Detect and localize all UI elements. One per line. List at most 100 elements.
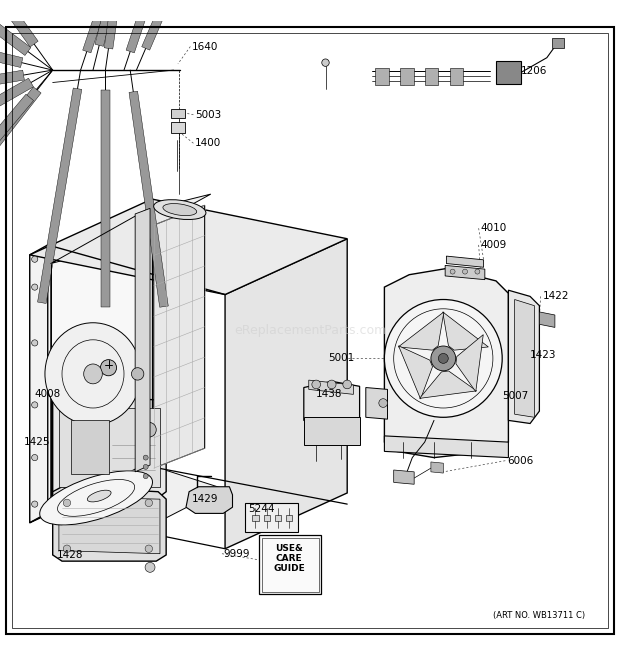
Polygon shape — [552, 38, 564, 48]
Circle shape — [32, 284, 38, 290]
Polygon shape — [0, 0, 31, 56]
Polygon shape — [154, 206, 205, 468]
Polygon shape — [264, 516, 270, 521]
Polygon shape — [515, 299, 534, 417]
Polygon shape — [59, 408, 160, 486]
Polygon shape — [53, 486, 166, 561]
Text: (ART NO. WB13711 C): (ART NO. WB13711 C) — [494, 611, 585, 620]
Polygon shape — [30, 245, 48, 523]
Polygon shape — [30, 255, 51, 523]
Polygon shape — [286, 516, 292, 521]
Polygon shape — [425, 67, 438, 85]
Text: 1422: 1422 — [542, 292, 569, 301]
Text: 1400: 1400 — [195, 138, 221, 148]
Polygon shape — [51, 464, 223, 536]
Polygon shape — [375, 67, 389, 85]
Circle shape — [32, 340, 38, 346]
Circle shape — [438, 354, 448, 364]
Polygon shape — [225, 239, 347, 549]
Circle shape — [450, 269, 455, 274]
Text: 4008: 4008 — [34, 389, 60, 399]
Text: GUIDE: GUIDE — [273, 564, 305, 573]
Polygon shape — [95, 0, 156, 46]
Text: 4010: 4010 — [480, 223, 507, 233]
Polygon shape — [0, 87, 41, 239]
Circle shape — [63, 545, 71, 553]
Circle shape — [431, 346, 456, 371]
Polygon shape — [304, 417, 360, 446]
Polygon shape — [309, 380, 353, 395]
Polygon shape — [398, 312, 444, 350]
Polygon shape — [245, 503, 298, 532]
Polygon shape — [51, 210, 146, 512]
Text: 6006: 6006 — [507, 455, 533, 466]
Text: 9999: 9999 — [223, 549, 250, 559]
Polygon shape — [394, 470, 414, 485]
Polygon shape — [51, 194, 211, 264]
Polygon shape — [252, 516, 259, 521]
Polygon shape — [445, 266, 485, 280]
Circle shape — [145, 545, 153, 553]
Circle shape — [32, 455, 38, 461]
Polygon shape — [496, 61, 521, 84]
Circle shape — [32, 402, 38, 408]
Circle shape — [312, 380, 321, 389]
Polygon shape — [275, 516, 281, 521]
Circle shape — [343, 380, 352, 389]
Polygon shape — [170, 122, 185, 134]
Circle shape — [141, 422, 156, 437]
Polygon shape — [126, 0, 203, 53]
Text: 5003: 5003 — [195, 110, 221, 120]
Text: USE&: USE& — [275, 544, 303, 553]
Circle shape — [143, 474, 148, 479]
Circle shape — [143, 465, 148, 469]
Polygon shape — [129, 91, 168, 307]
Circle shape — [63, 499, 71, 506]
Ellipse shape — [163, 204, 197, 215]
Polygon shape — [400, 67, 414, 85]
Circle shape — [379, 399, 388, 407]
Circle shape — [100, 360, 117, 375]
Polygon shape — [135, 208, 150, 472]
Circle shape — [143, 455, 148, 460]
Polygon shape — [30, 199, 347, 295]
Ellipse shape — [40, 471, 153, 525]
Polygon shape — [38, 88, 82, 303]
Text: 5244: 5244 — [248, 504, 275, 514]
Text: eReplacementParts.com: eReplacementParts.com — [234, 324, 386, 337]
Polygon shape — [384, 268, 508, 457]
Circle shape — [463, 269, 467, 274]
Ellipse shape — [87, 490, 111, 502]
Text: CARE: CARE — [276, 554, 302, 563]
Polygon shape — [59, 496, 160, 554]
Polygon shape — [186, 486, 232, 514]
Circle shape — [145, 499, 153, 506]
Circle shape — [384, 299, 502, 417]
Circle shape — [475, 269, 480, 274]
Text: 1640: 1640 — [192, 42, 219, 52]
Text: 5001: 5001 — [329, 354, 355, 364]
Polygon shape — [71, 420, 108, 475]
Polygon shape — [0, 94, 33, 243]
Ellipse shape — [45, 323, 141, 425]
Ellipse shape — [84, 364, 102, 384]
Text: 1429: 1429 — [192, 494, 219, 504]
Polygon shape — [304, 381, 360, 426]
Polygon shape — [366, 387, 388, 419]
Circle shape — [32, 501, 38, 507]
Text: 5007: 5007 — [502, 391, 528, 401]
Polygon shape — [0, 0, 38, 47]
Text: 1438: 1438 — [316, 389, 343, 399]
Polygon shape — [539, 312, 555, 327]
Circle shape — [32, 256, 38, 262]
Polygon shape — [171, 108, 185, 118]
Polygon shape — [431, 462, 443, 473]
Circle shape — [131, 368, 144, 380]
Polygon shape — [446, 256, 484, 267]
Polygon shape — [0, 78, 33, 179]
Polygon shape — [384, 436, 508, 457]
Polygon shape — [259, 535, 321, 594]
Polygon shape — [0, 70, 24, 111]
Circle shape — [145, 563, 155, 572]
Polygon shape — [101, 90, 110, 307]
